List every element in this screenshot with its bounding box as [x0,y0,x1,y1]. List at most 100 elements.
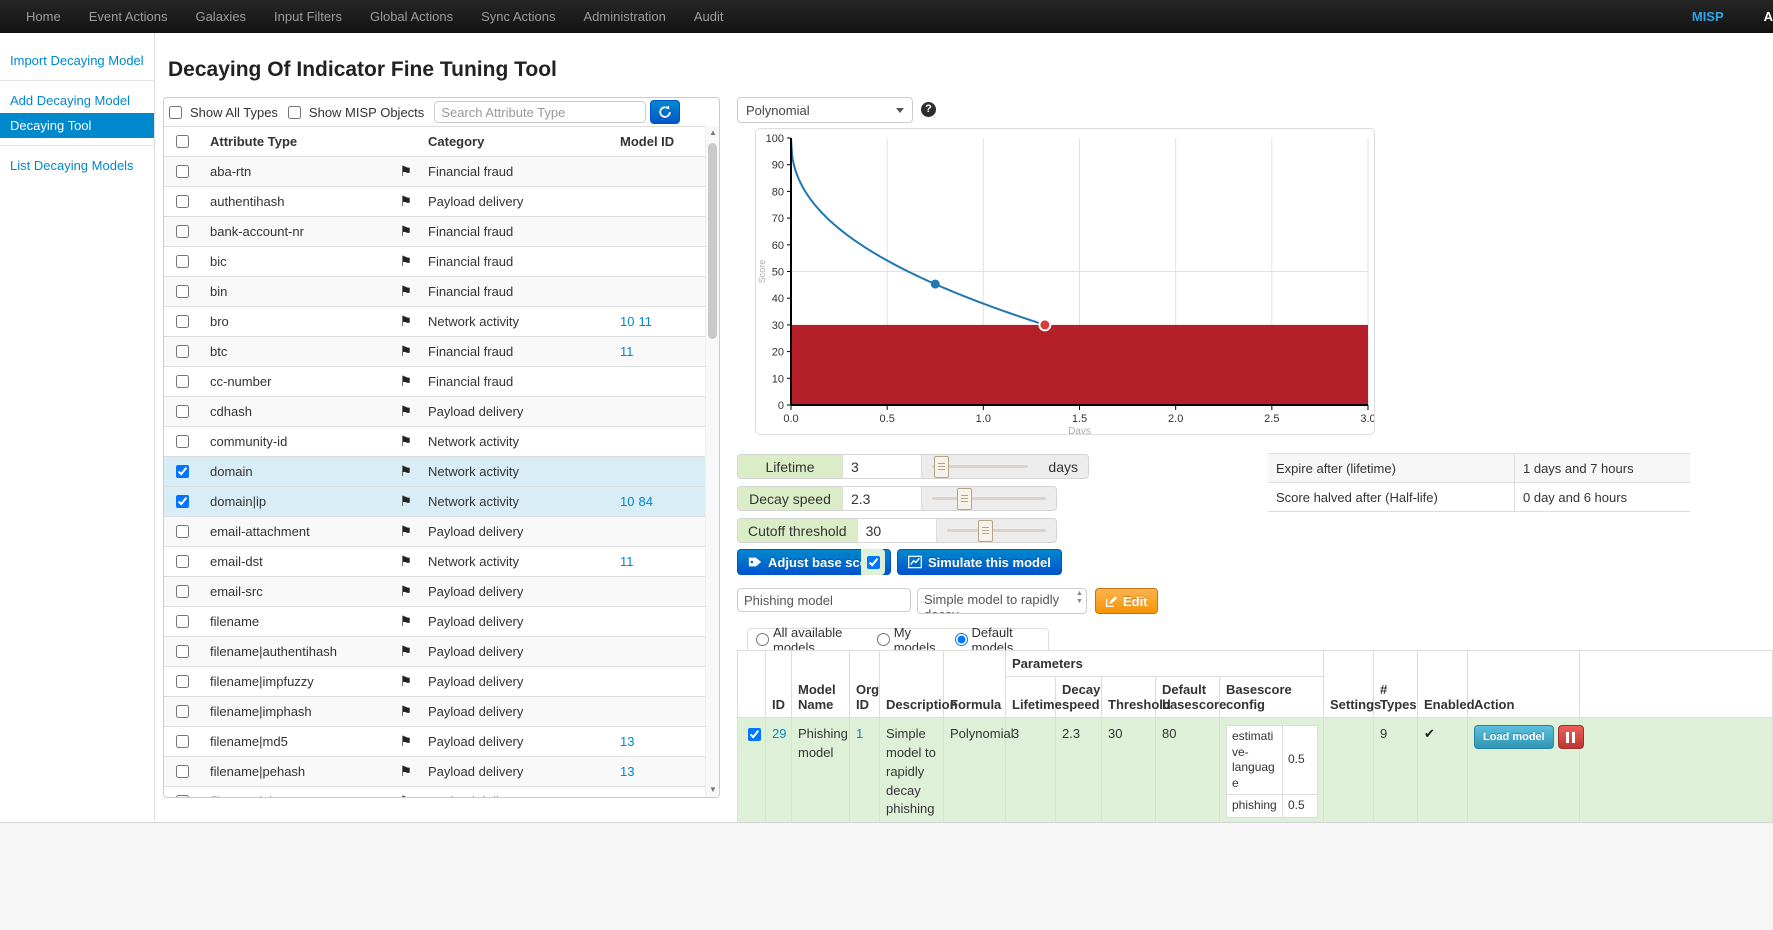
attribute-row[interactable]: filename|md5⚑Payload delivery13 [164,727,711,757]
sidebar-item-import-decaying-model[interactable]: Import Decaying Model [0,48,154,73]
attribute-row[interactable]: filename⚑Payload delivery [164,607,711,637]
model-description-textarea[interactable]: Simple model to rapidly decay [917,588,1087,614]
attribute-row[interactable]: cc-number⚑Financial fraud [164,367,711,397]
navbar-item[interactable]: Administration [570,9,680,24]
org-id-link[interactable]: 1 [856,726,863,741]
formula-select[interactable]: Polynomial [737,97,913,123]
attribute-row[interactable]: cdhash⚑Payload delivery [164,397,711,427]
attribute-row[interactable]: filename|sha1⚑Payload delivery13 [164,787,711,799]
attribute-row-checkbox[interactable] [176,375,189,388]
simulate-model-button[interactable]: Simulate this model [897,549,1062,575]
attribute-row[interactable]: bin⚑Financial fraud [164,277,711,307]
attribute-row-checkbox[interactable] [176,315,189,328]
attribute-row-checkbox[interactable] [176,555,189,568]
attribute-row-checkbox[interactable] [176,735,189,748]
model-id-link[interactable]: 11 [638,314,652,329]
sidebar-item-list-decaying-models[interactable]: List Decaying Models [0,153,154,178]
attribute-row[interactable]: domain|ip⚑Network activity1084 [164,487,711,517]
lifetime-slider-handle[interactable] [934,456,949,478]
navbar-item[interactable]: Global Actions [356,9,467,24]
model-row-checkbox[interactable] [748,728,761,741]
attribute-row-checkbox[interactable] [176,435,189,448]
lifetime-slider-track[interactable] [928,455,1032,478]
attribute-row-checkbox[interactable] [176,705,189,718]
attribute-row[interactable]: filename|authentihash⚑Payload delivery [164,637,711,667]
attribute-row-checkbox[interactable] [176,615,189,628]
model-id-link[interactable]: 13 [620,734,634,749]
attribute-row-checkbox[interactable] [176,465,189,478]
decay-speed-input[interactable] [842,487,922,510]
attribute-row[interactable]: bic⚑Financial fraud [164,247,711,277]
spinner-arrows-icon[interactable]: ▲▼ [1074,590,1085,612]
attribute-row[interactable]: community-id⚑Network activity [164,427,711,457]
attribute-row-checkbox[interactable] [176,195,189,208]
navbar-item[interactable]: Sync Actions [467,9,569,24]
attribute-row-checkbox[interactable] [176,525,189,538]
attribute-row-checkbox[interactable] [176,405,189,418]
attribute-row[interactable]: bank-account-nr⚑Financial fraud [164,217,711,247]
attribute-row[interactable]: email-dst⚑Network activity11 [164,547,711,577]
sidebar-item-decaying-tool[interactable]: Decaying Tool [0,113,154,138]
cutoff-threshold-slider-track[interactable] [943,519,1050,542]
navbar-user-menu[interactable]: Ad [1764,9,1773,24]
attribute-row[interactable]: domain⚑Network activity [164,457,711,487]
attribute-row[interactable]: bro⚑Network activity1011 [164,307,711,337]
show-all-types-checkbox[interactable] [169,106,182,119]
model-id-link[interactable]: 10 [620,494,634,509]
model-id-link[interactable]: 13 [620,794,634,798]
edit-model-button[interactable]: Edit [1095,588,1158,614]
sidebar-item-add-decaying-model[interactable]: Add Decaying Model [0,88,154,113]
load-model-button[interactable]: Load model [1474,725,1554,749]
attribute-row-checkbox[interactable] [176,285,189,298]
attribute-row-checkbox[interactable] [176,645,189,658]
cutoff-threshold-slider-handle[interactable] [978,520,993,542]
adjust-base-score-checkbox[interactable] [867,556,880,569]
attribute-row[interactable]: filename|pehash⚑Payload delivery13 [164,757,711,787]
attribute-table-scrollbar[interactable]: ▲ ▼ [705,126,719,797]
attribute-row-checkbox[interactable] [176,585,189,598]
refresh-button[interactable] [650,100,680,124]
radio-default-models-input[interactable] [955,633,968,646]
pause-model-button[interactable] [1558,725,1584,749]
attribute-row-checkbox[interactable] [176,255,189,268]
radio-all-available-models-input[interactable] [756,633,769,646]
attribute-row-checkbox[interactable] [176,165,189,178]
model-id-link[interactable]: 11 [620,554,634,569]
navbar-item[interactable]: Galaxies [181,9,260,24]
model-id-link[interactable]: 84 [638,494,652,509]
scrollbar-thumb[interactable] [708,143,717,339]
cutoff-threshold-input[interactable] [857,519,937,542]
radio-my-models-input[interactable] [877,633,890,646]
attribute-row-checkbox[interactable] [176,765,189,778]
scroll-down-arrow-icon[interactable]: ▼ [706,783,720,797]
model-id-link[interactable]: 11 [620,344,634,359]
lifetime-input[interactable] [842,455,922,478]
model-id-link[interactable]: 29 [772,726,786,741]
model-id-link[interactable]: 10 [620,314,634,329]
model-name-input[interactable] [737,588,911,612]
attribute-row[interactable]: email-attachment⚑Payload delivery [164,517,711,547]
misp-brand-link[interactable]: MISP [1692,9,1724,24]
show-misp-objects-checkbox[interactable] [288,106,301,119]
model-id-link[interactable]: 13 [620,764,634,779]
navbar-item[interactable]: Audit [680,9,738,24]
navbar-item[interactable]: Home [12,9,75,24]
attribute-row-checkbox[interactable] [176,345,189,358]
attribute-row-checkbox[interactable] [176,795,189,798]
search-attribute-input[interactable] [434,101,646,123]
attribute-row-checkbox[interactable] [176,225,189,238]
scroll-up-arrow-icon[interactable]: ▲ [706,126,720,140]
select-all-attributes-checkbox[interactable] [176,135,189,148]
attribute-row-checkbox[interactable] [176,495,189,508]
decay-speed-slider-handle[interactable] [957,488,972,510]
attribute-row[interactable]: btc⚑Financial fraud11 [164,337,711,367]
attribute-row[interactable]: aba-rtn⚑Financial fraud [164,157,711,187]
navbar-item[interactable]: Input Filters [260,9,356,24]
navbar-item[interactable]: Event Actions [75,9,182,24]
attribute-row-checkbox[interactable] [176,675,189,688]
attribute-row[interactable]: filename|imphash⚑Payload delivery [164,697,711,727]
decay-speed-slider-track[interactable] [928,487,1050,510]
attribute-row[interactable]: filename|impfuzzy⚑Payload delivery [164,667,711,697]
help-icon[interactable]: ? [921,102,936,117]
attribute-row[interactable]: email-src⚑Payload delivery [164,577,711,607]
